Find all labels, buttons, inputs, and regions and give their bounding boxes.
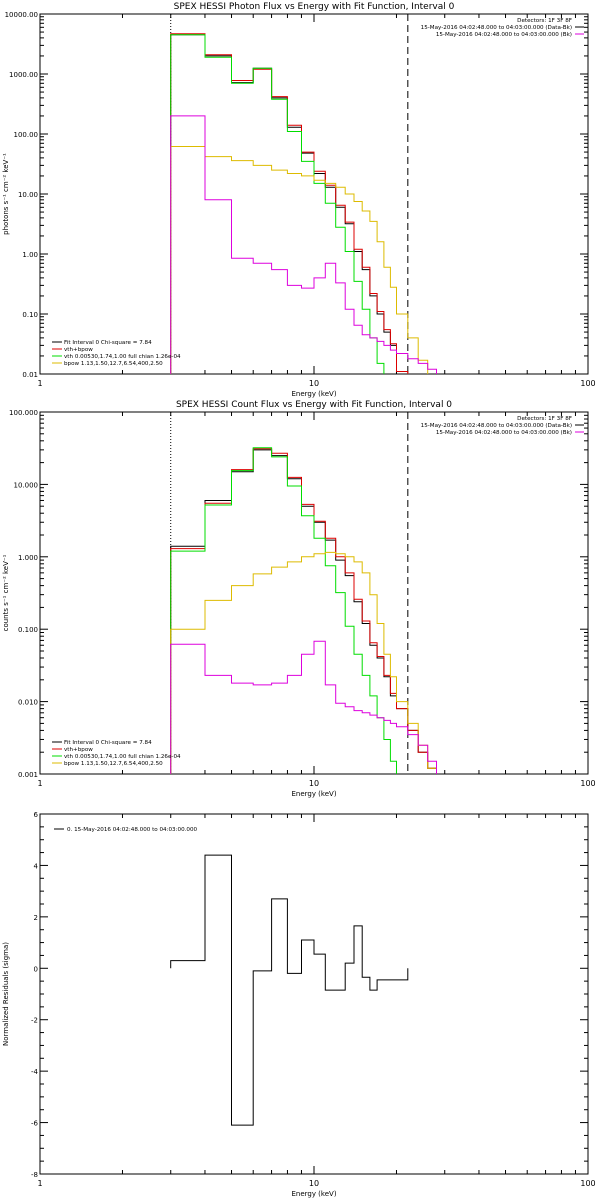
y-ticks: -8 -6 -4 -2 0 2 4 6 bbox=[31, 811, 588, 1179]
series-group bbox=[170, 33, 437, 374]
x-tick-label: 100 bbox=[580, 379, 595, 388]
x-axis-label: Energy (keV) bbox=[291, 390, 336, 398]
panel-2: 1 10 100 0.001 0.010 0.100 1.000 10.000 100.000 S… bbox=[2, 400, 596, 798]
x-tick-label: 100 bbox=[580, 779, 595, 788]
y-tick-label: 1.000 bbox=[18, 554, 38, 562]
series-line-data bbox=[170, 854, 409, 1126]
y-tick-label: 6 bbox=[34, 811, 39, 819]
legend-text: 0. 15-May-2016 04:02:48.000 to 04:03:00.… bbox=[67, 827, 198, 833]
y-tick-label: -2 bbox=[31, 1017, 38, 1025]
x-tick-label: 10 bbox=[309, 1179, 319, 1188]
legend-text: Fit Interval 0 Chi-square = 7.84 bbox=[64, 340, 152, 346]
x-tick-label: 10 bbox=[309, 779, 319, 788]
legend-text: 15-May-2016 04:02:48.000 to 04:03:00.000… bbox=[421, 25, 572, 31]
x-ticks: 1 10 100 bbox=[37, 814, 596, 1188]
series-line-bk bbox=[170, 640, 437, 774]
y-tick-label: 100.00 bbox=[14, 131, 39, 139]
series-line-vth bbox=[170, 34, 437, 374]
series-line-total bbox=[170, 33, 437, 374]
y-ticks: 0.001 0.010 0.100 1.000 10.000 100.000 bbox=[9, 409, 588, 779]
y-tick-label: 0.001 bbox=[18, 771, 38, 779]
legend-text: vth+bpow bbox=[64, 347, 93, 353]
y-tick-label: -6 bbox=[31, 1120, 39, 1128]
legend-text: bpow 1.13,1.50,12.7,6.54,400,2.50 bbox=[64, 361, 163, 367]
y-axis-label: counts s⁻¹ cm⁻² keV⁻¹ bbox=[2, 554, 10, 631]
legend-text: Detectors: 1F 3F 8F bbox=[517, 18, 572, 24]
x-axis-label: Energy (keV) bbox=[291, 1190, 336, 1198]
legend-text: 15-May-2016 04:02:48.000 to 04:03:00.000… bbox=[421, 423, 572, 429]
x-tick-label: 1 bbox=[37, 1179, 42, 1188]
y-tick-label: -4 bbox=[31, 1068, 39, 1076]
series-line-bpow bbox=[170, 146, 437, 374]
legend-bottom-left: Fit Interval 0 Chi-square = 7.84vth+bpow… bbox=[52, 740, 181, 767]
y-tick-label: 1.00 bbox=[22, 251, 38, 259]
legend-text: bpow 1.13,1.50,12.7,6.54,400,2.50 bbox=[64, 761, 163, 767]
y-tick-label: 0.010 bbox=[18, 699, 38, 707]
legend-text: 15-May-2016 04:02:48.000 to 04:03:00.000… bbox=[436, 32, 572, 38]
y-tick-label: 2 bbox=[34, 914, 38, 922]
x-tick-label: 10 bbox=[309, 379, 319, 388]
legend-text: vth+bpow bbox=[64, 747, 93, 753]
y-tick-label: 0.10 bbox=[22, 311, 38, 319]
legend-top-left: 0. 15-May-2016 04:02:48.000 to 04:03:00.… bbox=[54, 827, 198, 833]
y-tick-label: -8 bbox=[31, 1171, 38, 1179]
series-line-vth bbox=[170, 447, 437, 774]
x-tick-label: 1 bbox=[37, 379, 42, 388]
y-tick-label: 0.100 bbox=[18, 626, 38, 634]
legend-text: vth 0.00530,1.74,1.00 full chian 1.26e-0… bbox=[64, 754, 181, 760]
y-ticks: 0.01 0.10 1.00 10.00 100.00 1000.00 10000.00 bbox=[5, 11, 588, 379]
plot-frame bbox=[39, 13, 589, 375]
series-group bbox=[170, 854, 409, 1126]
plot-frame bbox=[39, 411, 589, 775]
plot-frame bbox=[39, 813, 589, 1175]
y-tick-label: 100.000 bbox=[9, 409, 38, 417]
x-tick-label: 1 bbox=[37, 779, 42, 788]
y-axis-label: photons s⁻¹ cm⁻² keV⁻¹ bbox=[2, 153, 10, 235]
series-line-total bbox=[170, 448, 437, 774]
y-axis-label: Normalized Residuals (sigma) bbox=[2, 942, 10, 1046]
y-tick-label: 10000.00 bbox=[5, 11, 38, 19]
y-tick-label: 0 bbox=[34, 965, 38, 973]
series-line-bk bbox=[170, 115, 437, 374]
x-tick-label: 100 bbox=[580, 1179, 595, 1188]
x-ticks: 1 10 100 bbox=[37, 14, 596, 388]
series-line-bpow bbox=[170, 551, 437, 774]
y-tick-label: 4 bbox=[34, 862, 39, 870]
y-tick-label: 1000.00 bbox=[9, 71, 38, 79]
chart-title: SPEX HESSI Photon Flux vs Energy with Fi… bbox=[174, 2, 455, 12]
y-tick-label: 0.01 bbox=[22, 371, 38, 379]
legend-text: 15-May-2016 04:02:48.000 to 04:03:00.000… bbox=[436, 430, 572, 436]
legend-text: vth 0.00530,1.74,1.00 full chian 1.26e-0… bbox=[64, 354, 181, 360]
panel-3: 1 10 100 -8 -6 -4 -2 0 2 4 6 Energy (keV) Normalized… bbox=[2, 811, 596, 1198]
legend-text: Detectors: 1F 3F 8F bbox=[517, 416, 572, 422]
chart-title: SPEX HESSI Count Flux vs Energy with Fit… bbox=[176, 400, 452, 410]
x-ticks: 1 10 100 bbox=[37, 412, 596, 788]
y-tick-label: 10.00 bbox=[18, 191, 38, 199]
panel-1: 1 10 100 0.01 0.10 1.00 10.00 100.00 1000.00 1000… bbox=[2, 2, 596, 398]
y-tick-label: 10.000 bbox=[14, 481, 39, 489]
series-group bbox=[170, 447, 437, 774]
x-axis-label: Energy (keV) bbox=[291, 790, 336, 798]
legend-text: Fit Interval 0 Chi-square = 7.84 bbox=[64, 740, 152, 746]
legend-bottom-left: Fit Interval 0 Chi-square = 7.84vth+bpow… bbox=[52, 340, 181, 367]
